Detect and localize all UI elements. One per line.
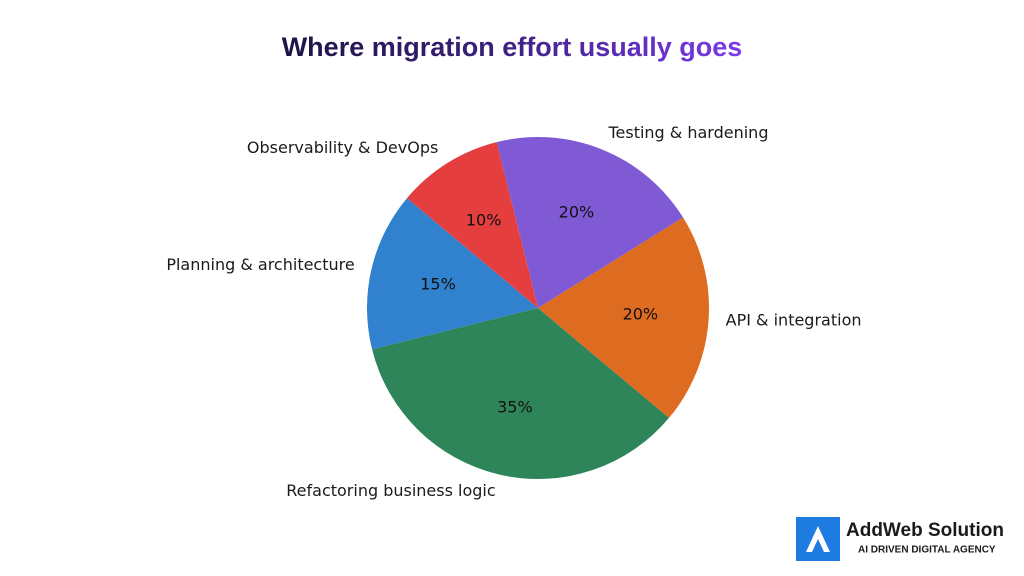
- pie-slice: [372, 308, 669, 480]
- value-label: 20%: [623, 305, 659, 324]
- pie-slice: [538, 217, 709, 418]
- slice-label: Planning & architecture: [166, 255, 354, 274]
- logo-glyph: [806, 526, 830, 552]
- value-label: 15%: [420, 274, 456, 293]
- brand-tagline: AI DRIVEN DIGITAL AGENCY: [858, 545, 996, 556]
- pie-slice: [367, 198, 538, 350]
- value-label: 35%: [497, 397, 533, 416]
- slice-label: Observability & DevOps: [247, 138, 438, 157]
- logo: AddWeb Solution AI DRIVEN DIGITAL AGENCY: [796, 517, 1004, 561]
- pie-slice: [496, 137, 684, 308]
- pie: Planning & architecture 15% Refactoring bu…: [166, 123, 861, 500]
- chart-title: Where migration effort usually goes: [282, 32, 743, 62]
- slice-label: Testing & hardening: [607, 123, 768, 142]
- brand-name: AddWeb Solution: [846, 520, 1004, 541]
- value-label: 10%: [466, 210, 502, 229]
- pie-slice: [407, 142, 538, 308]
- slice-label: Refactoring business logic: [286, 481, 495, 500]
- value-label: 20%: [559, 202, 595, 221]
- slice-label: API & integration: [726, 311, 862, 330]
